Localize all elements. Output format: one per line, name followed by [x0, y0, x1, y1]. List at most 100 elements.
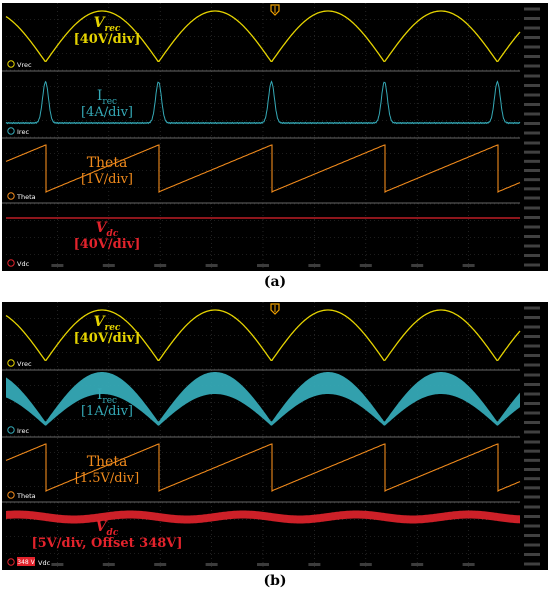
- scale-tick-label: [524, 17, 540, 20]
- time-tick-label: [102, 264, 115, 267]
- scale-tick-label: [524, 159, 540, 163]
- channel-name: Theta: [87, 155, 128, 171]
- scale-tick-label: [524, 103, 540, 106]
- scale-tick-label: [524, 216, 540, 219]
- caption-b: (b): [263, 573, 287, 589]
- time-tick-label: [411, 264, 424, 267]
- time-tick-label: [308, 264, 321, 267]
- scale-tick-label: [524, 468, 540, 471]
- scale-tick-label: [524, 325, 540, 329]
- scale-tick-label: [524, 495, 540, 499]
- waveform-irec: [5, 80, 521, 125]
- channel-label: Theta: [16, 193, 36, 201]
- scale-tick-label: [524, 225, 540, 229]
- channel-scale: [40V/div]: [74, 32, 141, 47]
- scale-tick-label: [524, 36, 540, 39]
- scale-tick-label: [524, 534, 540, 537]
- scale-tick-label: [524, 206, 540, 210]
- scale-tick-label: [524, 169, 540, 172]
- time-tick-label: [257, 264, 269, 267]
- scale-tick-label: [524, 55, 540, 58]
- trigger-marker-icon: [270, 303, 280, 315]
- channel-name: Vdc: [96, 220, 119, 239]
- scale-strip: [520, 302, 548, 570]
- scale-tick-label: [524, 178, 540, 182]
- channel-name: Irec: [97, 88, 117, 107]
- scale-tick-label: [524, 141, 540, 145]
- scale-tick-label: [524, 196, 540, 200]
- channel-label: Irec: [17, 128, 29, 136]
- scale-tick-label: [524, 131, 540, 135]
- scale-tick-label: [524, 543, 540, 547]
- scale-tick-label: [524, 235, 540, 238]
- channel-name: Vrec: [94, 15, 121, 34]
- scope-panel-a: Vrec Vrec [40V/div] Irec Irec [4A/div] Theta Th…: [2, 3, 548, 271]
- time-tick-label: [359, 563, 372, 566]
- scale-tick-label: [524, 354, 540, 357]
- scale-tick-label: [524, 383, 540, 386]
- channel-name: Irec: [97, 387, 117, 406]
- scale-tick-label: [524, 316, 540, 319]
- waveform-vdc: [6, 510, 520, 524]
- trigger-marker-icon: [270, 4, 280, 16]
- channel-label: Irec: [17, 427, 29, 435]
- scale-tick-label: [524, 430, 540, 434]
- waveform-vrec: [5, 309, 521, 362]
- scale-tick-label: [524, 421, 540, 424]
- scale-tick-label: [524, 458, 540, 462]
- scale-tick-label: [524, 93, 540, 97]
- channel-icon: [7, 192, 15, 200]
- scale-tick-label: [524, 335, 540, 338]
- time-tick-label: [154, 563, 167, 566]
- channel-icon: [7, 127, 15, 135]
- scale-tick-label: [524, 74, 540, 78]
- scale-tick-label: [524, 7, 540, 11]
- scale-tick-label: [524, 112, 540, 116]
- scale-tick-label: [524, 392, 540, 396]
- channel-scale: [1A/div]: [81, 404, 133, 419]
- time-tick-label: [462, 264, 475, 267]
- scale-tick-label: [524, 486, 540, 490]
- scale-tick-label: [524, 524, 540, 528]
- channel-scale: [5V/div, Offset 348V]: [31, 536, 182, 551]
- channel-scale: [1V/div]: [81, 172, 133, 187]
- offset-badge: [17, 557, 35, 566]
- scale-tick-label: [524, 254, 540, 257]
- scale-tick-label: [524, 363, 540, 367]
- channel-name: Vdc: [96, 519, 119, 538]
- channel-label: Vdc: [17, 260, 30, 268]
- channel-icon: [7, 359, 15, 367]
- channel-scale: [40V/div]: [74, 237, 141, 252]
- scale-tick-label: [524, 122, 540, 125]
- scale-tick-label: [524, 26, 540, 30]
- scale-tick-label: [524, 449, 540, 453]
- oscilloscope-screen-a: VrecVrec[40V/div]IrecIrec[4A/div]ThetaTh…: [2, 3, 548, 271]
- oscilloscope-screen-b: VrecVrec[40V/div]IrecIrec[1A/div]ThetaTh…: [2, 302, 548, 570]
- channel-icon: [7, 558, 15, 566]
- scale-tick-label: [524, 187, 540, 191]
- time-tick-label: [205, 563, 218, 566]
- channel-label: Vrec: [17, 61, 32, 69]
- scale-tick-label: [524, 344, 540, 348]
- waveform-theta: [5, 144, 521, 194]
- channel-label: Vrec: [17, 360, 32, 368]
- offset-badge-text: 348 V: [17, 559, 35, 566]
- time-tick-label: [205, 264, 218, 267]
- channel-label: Vdc: [38, 559, 51, 567]
- time-tick-label: [411, 563, 424, 566]
- scale-tick-label: [524, 562, 540, 566]
- time-tick-label: [154, 264, 167, 267]
- scope-panel-b: Vrec Vrec [40V/div] Irec Irec [1A/div] Theta Th…: [2, 302, 548, 570]
- scale-tick-label: [524, 505, 540, 509]
- scale-tick-label: [524, 515, 540, 518]
- scale-tick-label: [524, 402, 540, 405]
- waveform-irec: [6, 372, 520, 426]
- time-tick-label: [257, 563, 269, 566]
